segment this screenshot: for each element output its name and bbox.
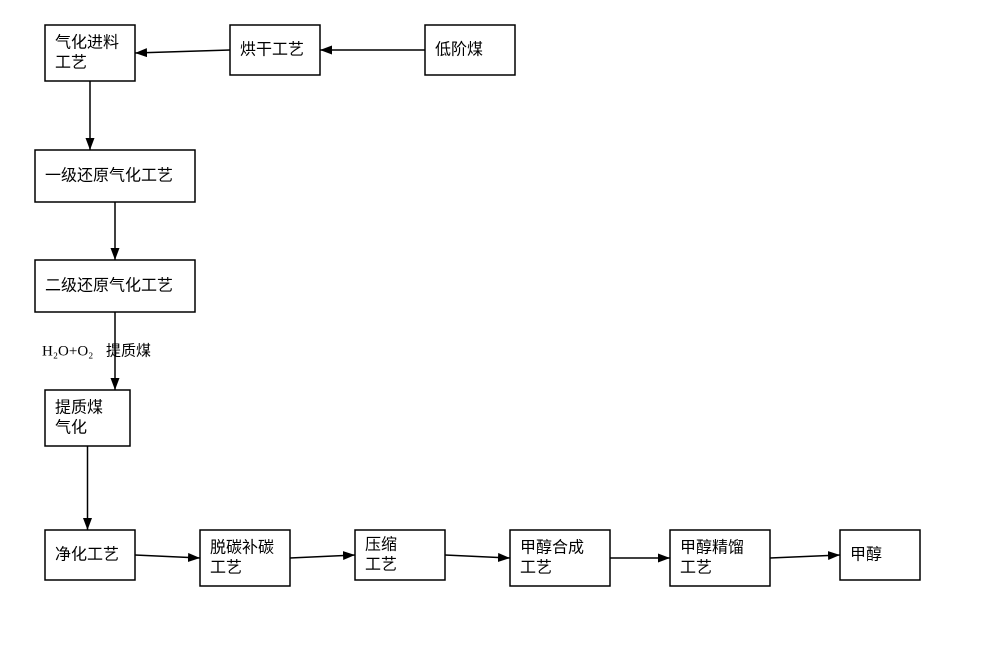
node-label: 脱碳补碳 <box>210 539 274 557</box>
flow-arrow <box>290 555 355 558</box>
flow-node: 脱碳补碳工艺 <box>200 530 290 586</box>
flow-node: 压缩工艺 <box>355 530 445 580</box>
node-label: 烘干工艺 <box>240 41 304 59</box>
flow-node: 低阶煤 <box>425 25 515 75</box>
node-label: 压缩 <box>365 536 397 554</box>
node-label: 一级还原气化工艺 <box>45 167 173 185</box>
flow-node: 烘干工艺 <box>230 25 320 75</box>
edge-label: 提质煤 <box>106 342 151 359</box>
node-label: 气化 <box>55 419 87 437</box>
node-label: 工艺 <box>680 559 712 577</box>
flow-node: 净化工艺 <box>45 530 135 580</box>
flow-node: 气化进料工艺 <box>45 25 135 81</box>
flow-node: 甲醇合成工艺 <box>510 530 610 586</box>
flow-arrow <box>770 555 840 558</box>
flow-node: 一级还原气化工艺 <box>35 150 195 202</box>
flow-arrow <box>135 50 230 53</box>
node-label: 提质煤 <box>55 399 103 417</box>
node-label: 工艺 <box>520 559 552 577</box>
node-label: 气化进料 <box>55 34 119 52</box>
flow-node: 甲醇 <box>840 530 920 580</box>
node-label: 工艺 <box>365 556 397 574</box>
node-label: 低阶煤 <box>435 41 483 59</box>
node-label: 工艺 <box>210 559 242 577</box>
flow-node: 甲醇精馏工艺 <box>670 530 770 586</box>
flow-node: 提质煤气化 <box>45 390 130 446</box>
node-label: 工艺 <box>55 54 87 72</box>
node-label: 甲醇精馏 <box>680 539 744 557</box>
node-label: 甲醇 <box>850 546 882 564</box>
flow-arrow <box>445 555 510 558</box>
edge-label: H₂O+O₂ <box>42 343 93 359</box>
node-label: 净化工艺 <box>55 546 119 564</box>
flow-node: 二级还原气化工艺 <box>35 260 195 312</box>
flowchart-canvas: 低阶煤烘干工艺气化进料工艺一级还原气化工艺二级还原气化工艺提质煤气化净化工艺脱碳… <box>0 0 1000 671</box>
node-label: 甲醇合成 <box>520 539 584 557</box>
node-label: 二级还原气化工艺 <box>45 277 173 295</box>
flow-arrow <box>135 555 200 558</box>
